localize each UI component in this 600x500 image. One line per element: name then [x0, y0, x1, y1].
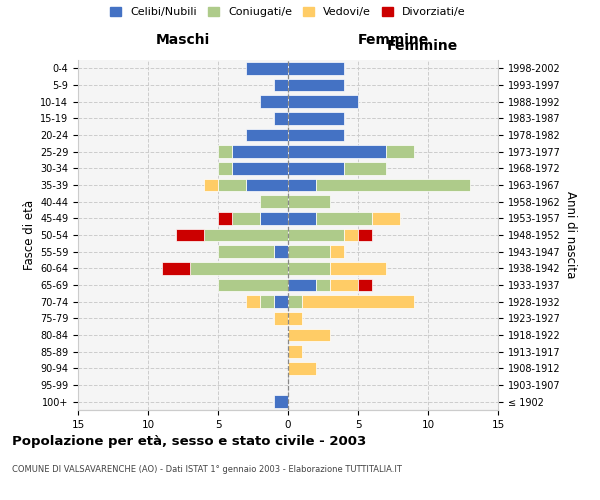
- Bar: [288, 146, 386, 158]
- Bar: [218, 246, 274, 258]
- Bar: [316, 279, 330, 291]
- Bar: [358, 229, 372, 241]
- Bar: [288, 96, 358, 108]
- Bar: [274, 312, 288, 324]
- Bar: [246, 62, 288, 74]
- Bar: [204, 229, 288, 241]
- Bar: [372, 212, 400, 224]
- Bar: [344, 229, 358, 241]
- Bar: [288, 329, 330, 341]
- Bar: [260, 96, 288, 108]
- Bar: [288, 196, 330, 208]
- Text: Femmine: Femmine: [358, 32, 428, 46]
- Bar: [316, 212, 372, 224]
- Bar: [288, 296, 302, 308]
- Bar: [260, 212, 288, 224]
- Bar: [358, 279, 372, 291]
- Bar: [232, 212, 260, 224]
- Bar: [288, 112, 344, 124]
- Text: Femmine: Femmine: [387, 39, 458, 53]
- Bar: [274, 246, 288, 258]
- Bar: [218, 212, 232, 224]
- Bar: [288, 179, 316, 192]
- Bar: [288, 62, 344, 74]
- Bar: [288, 79, 344, 92]
- Text: Popolazione per età, sesso e stato civile - 2003: Popolazione per età, sesso e stato civil…: [12, 435, 366, 448]
- Bar: [288, 262, 330, 274]
- Bar: [386, 146, 414, 158]
- Bar: [330, 262, 386, 274]
- Bar: [288, 362, 316, 374]
- Bar: [344, 162, 386, 174]
- Bar: [302, 296, 414, 308]
- Bar: [274, 112, 288, 124]
- Bar: [218, 179, 246, 192]
- Bar: [232, 146, 288, 158]
- Bar: [190, 262, 288, 274]
- Bar: [218, 162, 232, 174]
- Text: COMUNE DI VALSAVARENCHE (AO) - Dati ISTAT 1° gennaio 2003 - Elaborazione TUTTITA: COMUNE DI VALSAVARENCHE (AO) - Dati ISTA…: [12, 465, 402, 474]
- Bar: [218, 279, 288, 291]
- Bar: [288, 312, 302, 324]
- Text: Maschi: Maschi: [156, 32, 210, 46]
- Bar: [218, 146, 232, 158]
- Bar: [330, 279, 358, 291]
- Bar: [288, 162, 344, 174]
- Bar: [330, 246, 344, 258]
- Bar: [204, 179, 218, 192]
- Bar: [176, 229, 204, 241]
- Bar: [260, 196, 288, 208]
- Bar: [246, 179, 288, 192]
- Bar: [288, 246, 330, 258]
- Bar: [232, 162, 288, 174]
- Y-axis label: Fasce di età: Fasce di età: [23, 200, 36, 270]
- Bar: [274, 79, 288, 92]
- Bar: [162, 262, 190, 274]
- Bar: [288, 346, 302, 358]
- Bar: [274, 296, 288, 308]
- Bar: [288, 229, 344, 241]
- Legend: Celibi/Nubili, Coniugati/e, Vedovi/e, Divorziati/e: Celibi/Nubili, Coniugati/e, Vedovi/e, Di…: [106, 2, 470, 22]
- Bar: [288, 212, 316, 224]
- Bar: [246, 296, 260, 308]
- Bar: [246, 129, 288, 141]
- Bar: [316, 179, 470, 192]
- Y-axis label: Anni di nascita: Anni di nascita: [564, 192, 577, 278]
- Bar: [288, 279, 316, 291]
- Bar: [274, 396, 288, 408]
- Bar: [288, 129, 344, 141]
- Bar: [260, 296, 274, 308]
